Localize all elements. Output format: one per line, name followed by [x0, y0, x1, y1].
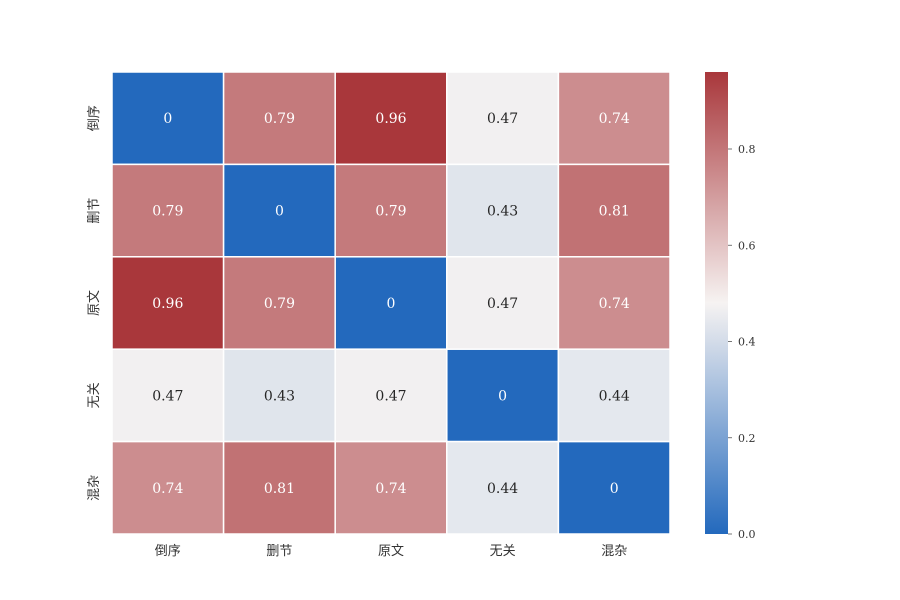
x-tick-labels: 倒序 删节 原文 无关 混杂: [155, 544, 627, 559]
cell-annotation: 0.79: [264, 111, 295, 127]
x-tick-label: 无关: [490, 544, 516, 559]
heatmap-cell: [557, 163, 671, 258]
cell-annotation: 0.47: [375, 388, 406, 404]
cell-annotation: 0.47: [487, 296, 518, 312]
heatmap-cell: [334, 71, 448, 166]
colorbar-tick-label: 0.2: [738, 432, 756, 445]
cell-annotation: 0.43: [487, 204, 518, 220]
cell-annotation: 0.74: [599, 111, 630, 127]
cell-annotation: 0.47: [487, 111, 518, 127]
cell-annotation: 0.74: [599, 296, 630, 312]
heatmap-cell: [446, 71, 560, 166]
cell-annotation: 0.74: [375, 481, 406, 497]
cell-annotation: 0.79: [264, 296, 295, 312]
colorbar-tick-label: 0.4: [738, 336, 756, 349]
colorbar-tick-label: 0.6: [738, 239, 756, 252]
cell-annotation: 0.81: [599, 204, 630, 220]
y-tick-label: 混杂: [87, 475, 102, 501]
x-tick-label: 混杂: [601, 544, 627, 559]
heatmap-cell: [111, 348, 225, 443]
heatmap-cell: [222, 256, 336, 350]
cell-annotation: 0.44: [599, 388, 630, 404]
cell-annotation: 0.43: [264, 388, 295, 404]
cell-annotation: 0.96: [152, 296, 183, 312]
cell-annotation: 0.96: [375, 111, 406, 127]
y-tick-label: 无关: [87, 382, 102, 408]
x-tick-label: 删节: [266, 544, 292, 559]
colorbar-gradient: [705, 72, 728, 534]
cell-annotation: 0: [498, 388, 507, 404]
cell-annotation: 0: [387, 296, 396, 312]
x-tick-label: 倒序: [155, 544, 181, 559]
heatmap-cell: [111, 71, 225, 166]
heatmap-cell: [334, 348, 448, 443]
colorbar-tick-label: 0.8: [738, 143, 756, 156]
heatmap-cell: [111, 163, 225, 258]
colorbar: 0.0 0.2 0.4 0.6 0.8: [705, 72, 756, 541]
cell-annotation: 0.74: [152, 481, 183, 497]
heatmap-cell: [557, 348, 671, 443]
colorbar-tick-label: 0.0: [738, 528, 756, 541]
y-tick-label: 原文: [87, 290, 102, 316]
heatmap-cell: [222, 440, 336, 535]
cell-annotation: 0: [163, 111, 172, 127]
heatmap-cell: [334, 440, 448, 535]
heatmap-cell: [557, 256, 671, 350]
heatmap-cell: [557, 440, 671, 535]
heatmap-cell: [222, 71, 336, 166]
heatmap-cell: [111, 440, 225, 535]
cell-annotation: 0.79: [152, 204, 183, 220]
heatmap-cell: [446, 348, 560, 443]
y-tick-label: 倒序: [87, 105, 102, 131]
cell-annotation: 0: [275, 204, 284, 220]
cell-annotation: 0.47: [152, 388, 183, 404]
cell-annotation: 0: [610, 481, 619, 497]
heatmap-annotations: 0 0.79 0.96 0.47 0.74 0.79 0 0.79 0.43 0.81 0.96 0.…: [152, 111, 630, 497]
y-tick-label: 删节: [87, 198, 102, 224]
heatmap-cell: [334, 163, 448, 258]
cell-annotation: 0.79: [375, 204, 406, 220]
x-tick-label: 原文: [378, 544, 404, 559]
heatmap-cell: [222, 348, 336, 443]
cell-annotation: 0.81: [264, 481, 295, 497]
heatmap-cell: [446, 256, 560, 350]
cell-annotation: 0.44: [487, 481, 518, 497]
heatmap-cells: [111, 71, 671, 535]
